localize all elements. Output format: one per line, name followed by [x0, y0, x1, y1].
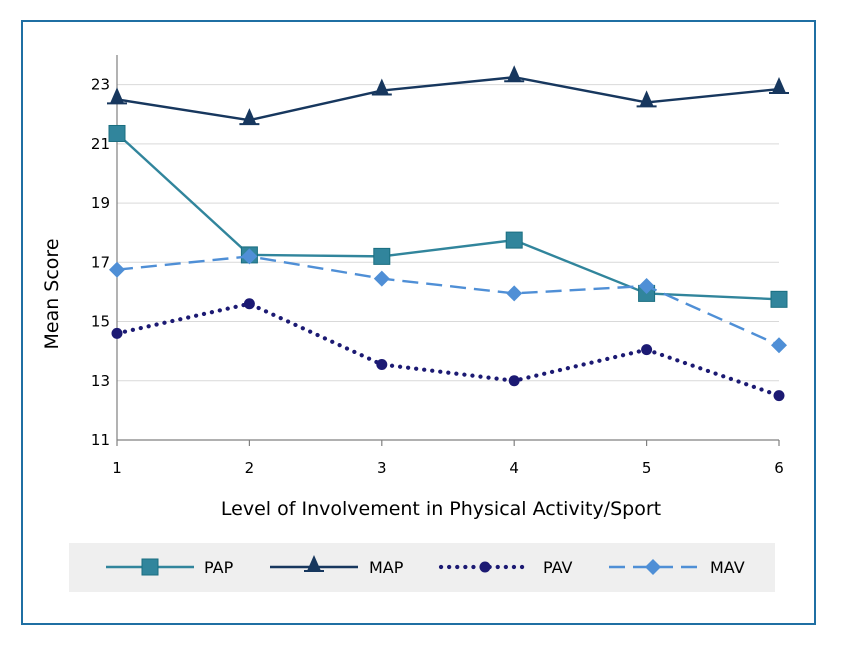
x-tick-label-6: 6 [774, 459, 784, 477]
y-tick-labels: 11 13 15 17 19 21 23 [91, 76, 110, 449]
x-tick-labels: 1 2 3 4 5 6 [112, 459, 784, 477]
point-pav-3 [376, 358, 388, 370]
series-pav [111, 298, 785, 402]
point-map-3-shape [374, 78, 389, 95]
point-pap-4 [505, 231, 523, 249]
legend-label-pap: PAP [204, 558, 234, 577]
x-axis-title: Level of Involvement in Physical Activit… [221, 498, 661, 520]
point-pav-5 [641, 344, 653, 356]
legend-item-pap: PAP [106, 558, 234, 577]
x-tick-label-1: 1 [112, 459, 122, 477]
series-map [107, 65, 789, 126]
point-map-2-shape [242, 108, 257, 125]
point-mav-2 [241, 248, 258, 265]
y-tick-label-11: 11 [91, 431, 110, 449]
chart-frame [21, 20, 816, 625]
y-tick-label-15: 15 [91, 313, 110, 331]
point-pap-6 [770, 290, 788, 308]
y-tick-label-17: 17 [91, 253, 110, 271]
point-pav-2 [243, 298, 255, 310]
point-mav-4 [506, 285, 523, 302]
y-axis-title: Mean Score [41, 238, 63, 349]
point-mav-3 [373, 270, 390, 287]
legend-item-pav: PAV [438, 558, 573, 577]
point-map-2 [239, 108, 260, 126]
point-map-6-shape [772, 77, 786, 94]
point-map-5 [636, 90, 657, 108]
y-tick-label-19: 19 [91, 194, 110, 212]
legend: PAP MAP PAV MAV [69, 543, 775, 592]
x-tick-label-2: 2 [245, 459, 255, 477]
point-map-4 [504, 65, 525, 83]
point-map-3 [371, 78, 392, 96]
point-pap-3 [373, 247, 391, 265]
point-map-1 [107, 87, 127, 105]
point-pav-4 [508, 375, 520, 387]
point-mav-6 [771, 337, 787, 354]
series-group [107, 65, 789, 402]
series-pap [108, 124, 788, 308]
y-tick-label-21: 21 [91, 135, 110, 153]
x-tick-label-5: 5 [642, 459, 652, 477]
point-mav-1 [109, 261, 125, 278]
legend-label-mav: MAV [710, 558, 745, 577]
point-pap-1 [108, 124, 126, 142]
point-map-1-shape [110, 87, 124, 104]
legend-marker-map [304, 555, 324, 572]
legend-label-map: MAP [369, 558, 404, 577]
legend-item-mav: MAV [609, 558, 745, 577]
point-map-4-shape [507, 65, 522, 82]
gridlines [117, 84, 779, 382]
series-mav [109, 248, 787, 354]
legend-marker-pap [141, 558, 159, 576]
series-line-map [116, 76, 780, 122]
point-pav-6 [773, 390, 785, 402]
legend-marker-mav [645, 559, 661, 575]
point-map-6 [769, 77, 789, 95]
x-tick-label-3: 3 [377, 459, 387, 477]
legend-label-pav: PAV [543, 558, 573, 577]
series-line-pap [116, 132, 780, 301]
point-map-5-shape [639, 90, 654, 107]
series-line-pav [114, 301, 782, 398]
y-tick-label-23: 23 [91, 76, 110, 94]
legend-marker-map-shape [307, 555, 321, 571]
series-line-mav [116, 255, 780, 347]
x-tick-label-4: 4 [509, 459, 519, 477]
point-mav-5 [638, 278, 655, 294]
y-tick-label-13: 13 [91, 372, 110, 390]
legend-marker-pav [479, 561, 491, 573]
point-pav-1 [111, 327, 123, 339]
axes [116, 55, 780, 446]
legend-item-map: MAP [270, 555, 404, 577]
